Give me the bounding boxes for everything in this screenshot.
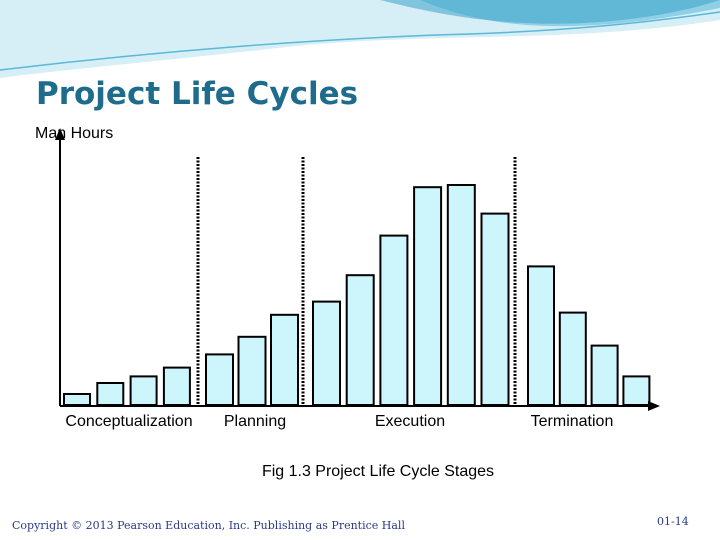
bar-planning-2 <box>237 335 267 406</box>
stage-label-execution: Execution <box>375 413 445 430</box>
bar-termination-3 <box>590 344 619 407</box>
bar-execution-2 <box>345 274 375 407</box>
bar-termination-2 <box>558 311 587 407</box>
x-axis-arrow <box>648 401 660 411</box>
bar-execution-3 <box>379 234 409 406</box>
bar-execution-1 <box>312 300 341 407</box>
figure-caption: Fig 1.3 Project Life Cycle Stages <box>262 463 494 480</box>
stage-label-termination: Termination <box>531 413 614 430</box>
bar-execution-6 <box>480 212 510 406</box>
bars-layer <box>63 184 651 407</box>
wave-line <box>0 11 720 71</box>
stage-dividers <box>196 157 517 405</box>
bar-planning-3 <box>270 313 299 406</box>
page-number: 01-14 <box>657 515 689 528</box>
y-axis-label: Man Hours <box>35 125 113 142</box>
stage-label-conceptualization: Conceptualization <box>65 413 192 430</box>
bar-planning-1 <box>205 353 234 406</box>
bar-conceptualization-3 <box>129 375 158 406</box>
copyright-notice: Copyright © 2013 Pearson Education, Inc.… <box>12 519 405 532</box>
stage-label-planning: Planning <box>224 413 286 430</box>
header-wave-decoration <box>0 0 720 78</box>
bar-termination-1 <box>527 265 555 406</box>
bar-execution-4 <box>413 186 443 406</box>
bar-conceptualization-2 <box>96 382 125 406</box>
bar-conceptualization-1 <box>63 393 91 406</box>
stage-labels: Conceptualization Planning Execution Termin… <box>65 413 613 430</box>
bar-conceptualization-4 <box>162 366 191 407</box>
bar-execution-5 <box>446 184 476 406</box>
bar-termination-4 <box>622 375 651 406</box>
wave-front <box>0 0 720 24</box>
y-axis-arrow <box>55 128 65 140</box>
slide-title: Project Life Cycles <box>36 76 359 112</box>
